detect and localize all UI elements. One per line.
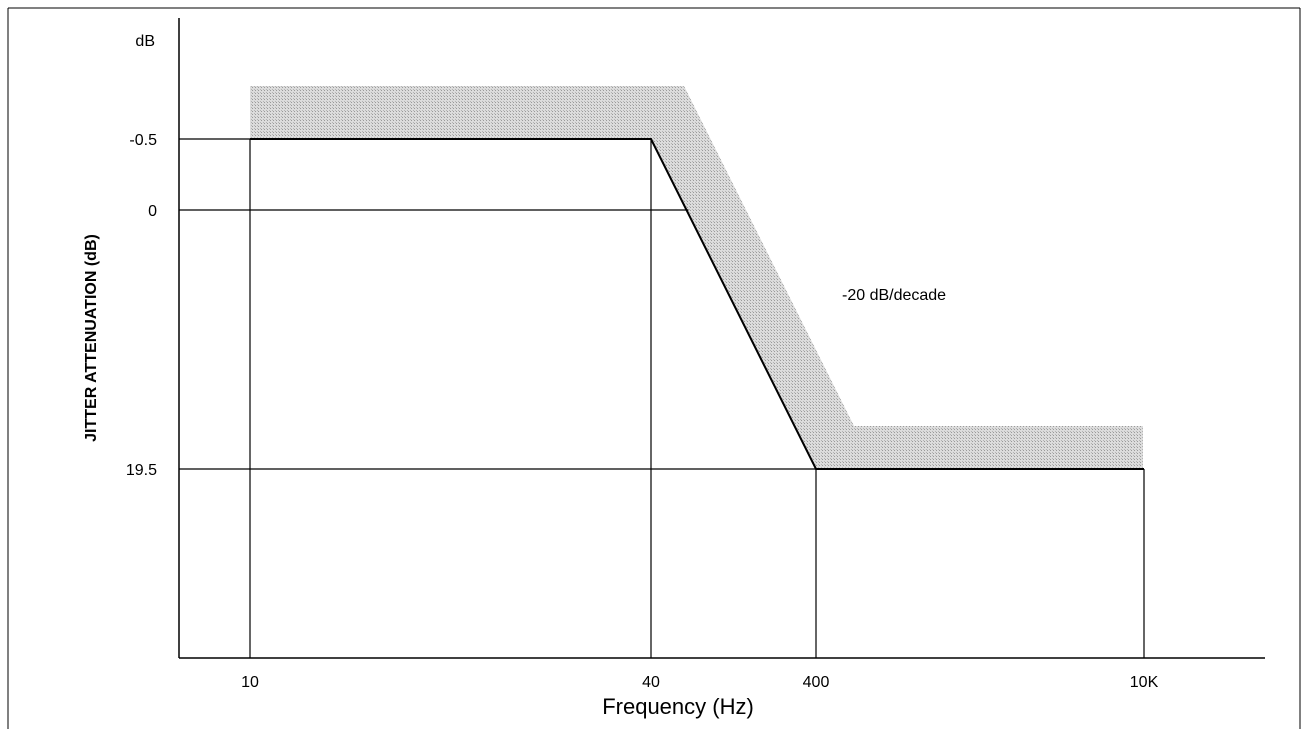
slope-annotation: -20 dB/decade [842, 287, 946, 304]
x-axis-title: Frequency (Hz) [602, 694, 754, 719]
x-tick-label: 40 [642, 674, 660, 691]
y-tick-label: 0 [148, 203, 157, 220]
y-unit-label: dB [135, 33, 155, 50]
x-tick-labels: 10 40 400 10K [241, 674, 1158, 691]
y-axis-title: JITTER ATTENUATION (dB) [83, 234, 100, 442]
series-layer [250, 138, 1144, 470]
y-tick-labels: -0.5 0 19.5 [126, 132, 157, 479]
shaded-band [250, 86, 1143, 469]
reference-lines [179, 138, 1145, 658]
series-line [250, 138, 1144, 470]
x-tick-label: 10K [1130, 674, 1159, 691]
y-tick-label: 19.5 [126, 462, 157, 479]
y-tick-label: -0.5 [129, 132, 157, 149]
x-tick-label: 400 [803, 674, 830, 691]
x-tick-label: 10 [241, 674, 259, 691]
